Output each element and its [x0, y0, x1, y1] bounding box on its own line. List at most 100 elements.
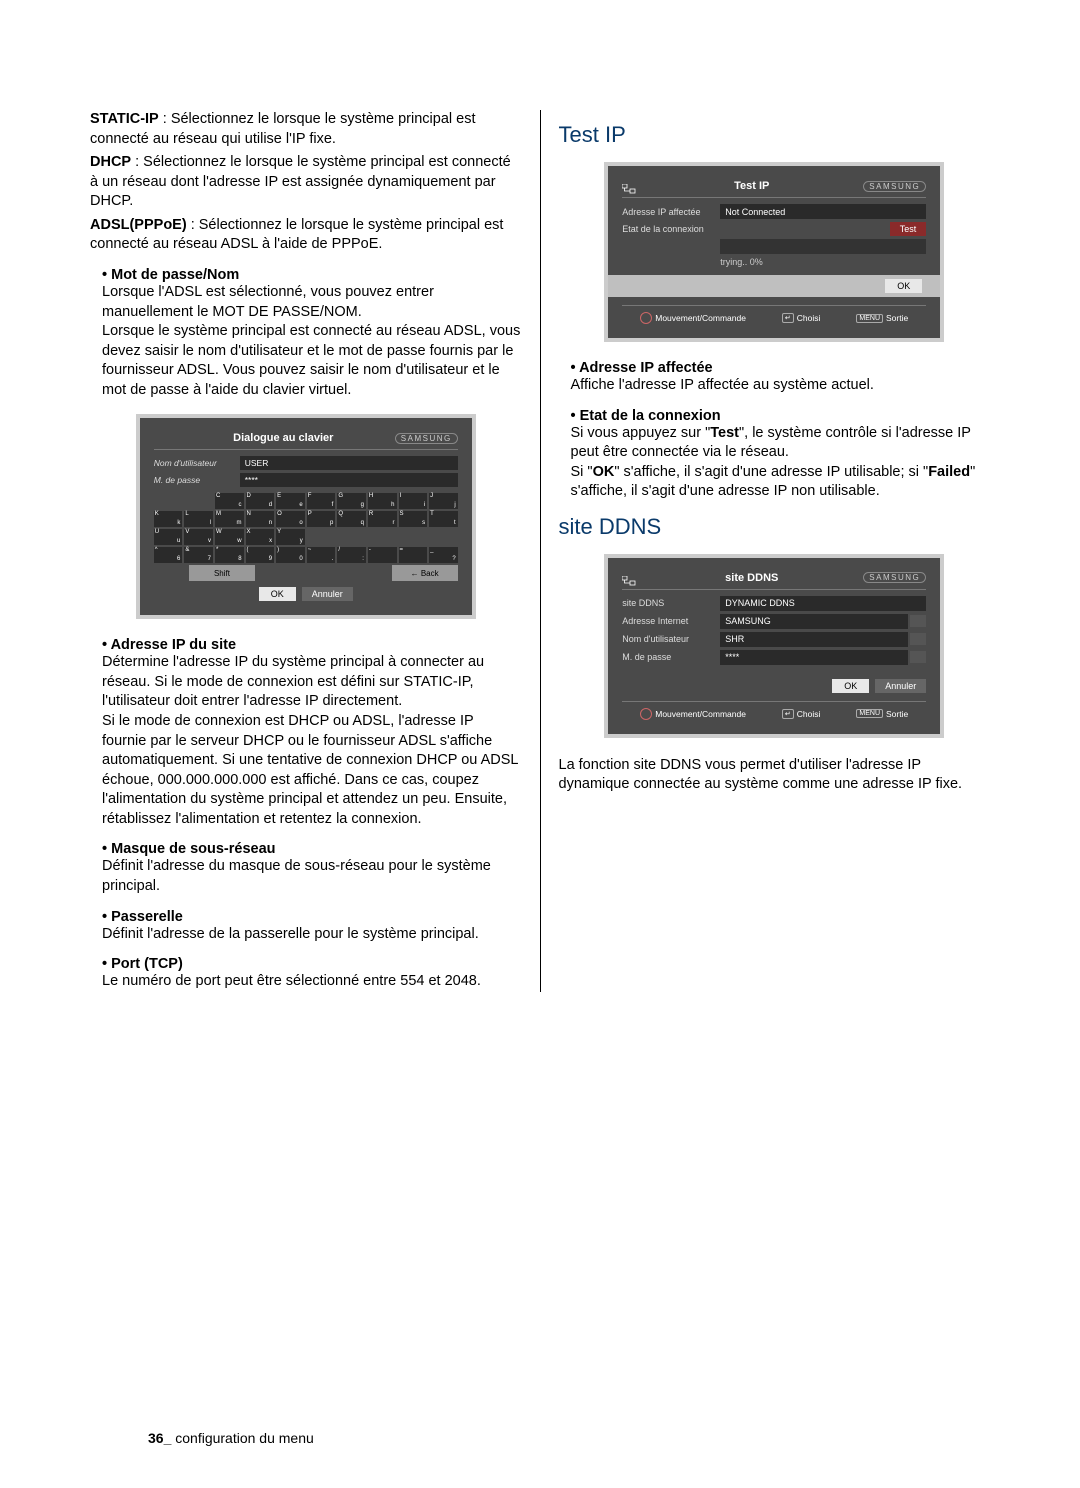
testip-r1-lbl: Adresse IP affectée [622, 207, 720, 217]
adresse-ip-site-item: Adresse IP du site Détermine l'adresse I… [102, 637, 522, 829]
key: Ee [276, 493, 305, 509]
key: Jj [429, 493, 458, 509]
etat-p1: Si vous appuyez sur "Test", le système c… [571, 424, 991, 463]
key: Ww [215, 529, 244, 545]
kbd-pass-lbl: M. de passe [154, 475, 240, 485]
ddns-r1-lbl: site DDNS [622, 598, 720, 608]
ddns-r2-val: SAMSUNG [720, 614, 908, 629]
foot-sortie: MENUSortie [856, 708, 908, 720]
masque-item: Masque de sous-réseau Définit l'adresse … [102, 841, 522, 896]
adsl-para: ADSL(PPPoE) : Sélectionnez le lorsque le… [90, 216, 522, 255]
key: = [399, 547, 428, 563]
enter-icon: ↵ [782, 313, 794, 323]
key: Nn [246, 511, 275, 527]
key: ^6 [154, 547, 183, 563]
foot-sortie: MENUSortie [856, 312, 908, 324]
key: Pp [307, 511, 336, 527]
key: Tt [429, 511, 458, 527]
key: Ll [184, 511, 213, 527]
key: Dd [246, 493, 275, 509]
foot-move: Mouvement/Commande [640, 708, 746, 720]
menu-icon: MENU [856, 314, 883, 323]
samsung-logo: SAMSUNG [863, 181, 926, 192]
passerelle-item: Passerelle Définit l'adresse de la passe… [102, 909, 522, 945]
page-footer: 36_ configuration du menu [118, 1430, 314, 1446]
page-number: 36_ [148, 1430, 171, 1446]
enter-icon: ↵ [782, 709, 794, 719]
etat-item: Etat de la connexion Si vous appuyez sur… [571, 408, 991, 502]
samsung-logo: SAMSUNG [863, 572, 926, 583]
testip-progress [720, 239, 926, 254]
key: ~. [307, 547, 336, 563]
adresse-ip-aff-item: Adresse IP affectée Affiche l'adresse IP… [571, 360, 991, 396]
samsung-logo: SAMSUNG [395, 433, 458, 444]
motdepasse-item: Mot de passe/Nom Lorsque l'ADSL est séle… [102, 267, 522, 400]
key: Hh [368, 493, 397, 509]
kbd-user-lbl: Nom d'utilisateur [154, 458, 240, 468]
key: Yy [276, 529, 305, 545]
key: Rr [368, 511, 397, 527]
ddns-r4-lbl: M. de passe [622, 652, 720, 662]
network-icon [622, 573, 636, 583]
ddns-cancel-btn: Annuler [875, 679, 926, 693]
key: Ii [399, 493, 428, 509]
keyboard-icon [910, 615, 926, 627]
testip-r2-lbl: Etat de la connexion [622, 224, 720, 234]
key: Mm [215, 511, 244, 527]
ddns-heading: site DDNS [559, 514, 991, 540]
dhcp-para: DHCP : Sélectionnez le lorsque le systèm… [90, 153, 522, 212]
ddns-title: site DDNS [640, 572, 863, 584]
key: Uu [154, 529, 183, 545]
foot-move: Mouvement/Commande [640, 312, 746, 324]
testip-status: trying.. 0% [720, 257, 763, 267]
key: Gg [337, 493, 366, 509]
static-ip-para: STATIC-IP : Sélectionnez le lorsque le s… [90, 110, 522, 149]
key: Vv [184, 529, 213, 545]
key: Ff [307, 493, 336, 509]
kbd-title: Dialogue au clavier [172, 432, 395, 444]
key: *8 [215, 547, 244, 563]
key: Kk [154, 511, 183, 527]
ddns-r3-lbl: Nom d'utilisateur [622, 634, 720, 644]
ddns-r4-val: **** [720, 650, 908, 665]
testip-test-btn: Test [890, 222, 927, 236]
kbd-pass-val: **** [240, 473, 458, 487]
key: (9 [246, 547, 275, 563]
test-ip-shot: Test IP SAMSUNG Adresse IP affectéeNot C… [604, 162, 944, 342]
ddns-ok-btn: OK [832, 679, 869, 693]
kbd-ok-button: OK [259, 587, 296, 601]
key: Oo [276, 511, 305, 527]
ddns-r3-val: SHR [720, 632, 908, 647]
test-ip-heading: Test IP [559, 122, 991, 148]
shift-key: Shift [189, 565, 255, 581]
key: &7 [184, 547, 213, 563]
key: Xx [246, 529, 275, 545]
ddns-r1-val: DYNAMIC DDNS [720, 596, 926, 611]
ddns-r2-lbl: Adresse Internet [622, 616, 720, 626]
left-column: STATIC-IP : Sélectionnez le lorsque le s… [90, 110, 522, 992]
key: - [368, 547, 397, 563]
back-key: ← Back [392, 565, 458, 581]
network-icon [622, 181, 636, 191]
keyboard-icon [910, 651, 926, 663]
footer-label: configuration du menu [171, 1430, 313, 1446]
menu-icon: MENU [856, 709, 883, 718]
foot-choisi: ↵Choisi [782, 312, 821, 324]
joystick-icon [640, 708, 652, 720]
column-divider [540, 110, 541, 992]
testip-ok-btn: OK [885, 279, 922, 293]
ddns-shot: site DDNS SAMSUNG site DDNSDYNAMIC DDNS … [604, 554, 944, 738]
testip-title: Test IP [640, 180, 863, 192]
foot-choisi: ↵Choisi [782, 708, 821, 720]
keyboard-dialog-shot: Dialogue au clavier SAMSUNG Nom d'utilis… [136, 414, 476, 619]
key: Cc [215, 493, 244, 509]
key: Ss [399, 511, 428, 527]
key: Qq [337, 511, 366, 527]
key: _? [429, 547, 458, 563]
network-icon [154, 433, 168, 443]
testip-r1-val: Not Connected [720, 204, 926, 219]
right-column: Test IP Test IP SAMSUNG Adresse IP affec… [559, 110, 991, 992]
etat-p2: Si "OK" s'affiche, il s'agit d'une adres… [571, 463, 991, 502]
port-item: Port (TCP) Le numéro de port peut être s… [102, 956, 522, 992]
keyboard-icon [910, 633, 926, 645]
